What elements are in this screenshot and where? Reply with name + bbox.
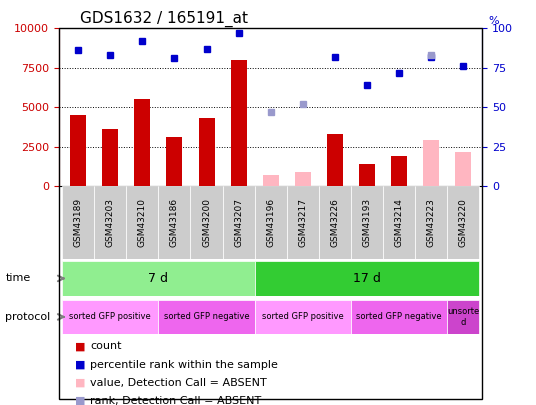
Bar xyxy=(222,186,255,259)
Bar xyxy=(455,151,471,186)
Text: value, Detection Call = ABSENT: value, Detection Call = ABSENT xyxy=(90,378,267,388)
Text: GSM43223: GSM43223 xyxy=(427,198,436,247)
Bar xyxy=(447,186,479,259)
Bar xyxy=(255,261,479,296)
Bar xyxy=(391,156,407,186)
Bar xyxy=(198,118,214,186)
Text: GSM43186: GSM43186 xyxy=(170,198,179,247)
Bar xyxy=(287,186,319,259)
Text: sorted GFP negative: sorted GFP negative xyxy=(163,312,249,322)
Text: 7 d: 7 d xyxy=(148,272,168,285)
Text: rank, Detection Call = ABSENT: rank, Detection Call = ABSENT xyxy=(90,396,261,405)
Bar xyxy=(447,300,479,334)
Text: unsorte
d: unsorte d xyxy=(447,307,479,326)
Text: %: % xyxy=(488,15,498,26)
Text: GSM43193: GSM43193 xyxy=(362,198,371,247)
Bar xyxy=(62,300,159,334)
Text: GSM43207: GSM43207 xyxy=(234,198,243,247)
Text: GSM43210: GSM43210 xyxy=(138,198,147,247)
Bar xyxy=(62,186,94,259)
Bar xyxy=(415,186,447,259)
Text: sorted GFP positive: sorted GFP positive xyxy=(69,312,151,322)
Bar xyxy=(423,141,439,186)
Text: percentile rank within the sample: percentile rank within the sample xyxy=(90,360,278,369)
Text: time: time xyxy=(5,273,31,283)
Text: GSM43189: GSM43189 xyxy=(74,198,83,247)
Bar xyxy=(159,300,255,334)
Bar xyxy=(319,186,351,259)
Bar xyxy=(295,172,311,186)
Bar xyxy=(62,261,255,296)
Bar xyxy=(166,137,182,186)
Text: GSM43200: GSM43200 xyxy=(202,198,211,247)
Bar xyxy=(102,130,118,186)
Text: GSM43220: GSM43220 xyxy=(459,198,467,247)
Bar xyxy=(159,186,190,259)
Text: protocol: protocol xyxy=(5,312,50,322)
Bar xyxy=(327,134,343,186)
Bar xyxy=(383,186,415,259)
Text: 17 d: 17 d xyxy=(353,272,381,285)
Bar xyxy=(359,164,375,186)
Text: GSM43196: GSM43196 xyxy=(266,198,275,247)
Bar xyxy=(255,186,287,259)
Text: GSM43217: GSM43217 xyxy=(298,198,307,247)
Text: ■: ■ xyxy=(75,341,86,351)
Bar xyxy=(190,186,222,259)
Bar xyxy=(135,99,151,186)
Text: sorted GFP positive: sorted GFP positive xyxy=(262,312,344,322)
Bar xyxy=(230,60,247,186)
Text: GSM43226: GSM43226 xyxy=(330,198,339,247)
Bar xyxy=(126,186,159,259)
Text: GSM43214: GSM43214 xyxy=(394,198,404,247)
Bar xyxy=(255,300,351,334)
Text: ■: ■ xyxy=(75,378,86,388)
Bar xyxy=(70,115,86,186)
Text: ■: ■ xyxy=(75,396,86,405)
Bar xyxy=(351,186,383,259)
Text: GDS1632 / 165191_at: GDS1632 / 165191_at xyxy=(80,11,248,27)
Text: sorted GFP negative: sorted GFP negative xyxy=(356,312,442,322)
Text: count: count xyxy=(90,341,122,351)
Bar xyxy=(351,300,447,334)
Text: ■: ■ xyxy=(75,360,86,369)
Bar xyxy=(94,186,126,259)
Bar xyxy=(263,175,279,186)
Text: GSM43203: GSM43203 xyxy=(106,198,115,247)
